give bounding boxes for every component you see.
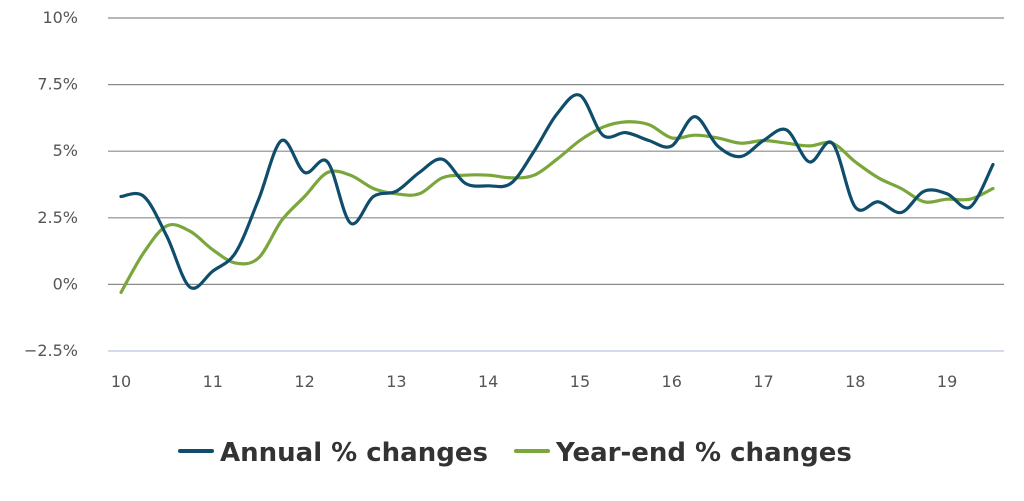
x-tick-label: 12 [294, 372, 314, 391]
y-tick-label: 10% [42, 8, 78, 27]
x-tick-label: 14 [478, 372, 498, 391]
x-tick-label: 11 [203, 372, 223, 391]
x-tick-label: 10 [111, 372, 131, 391]
series-line-year-end [119, 120, 995, 294]
y-tick-label: 0% [53, 274, 78, 293]
x-tick-label: 13 [386, 372, 406, 391]
legend-label-annual: Annual % changes [220, 438, 488, 468]
x-tick-label: 16 [662, 372, 682, 391]
x-tick-label: 15 [570, 372, 590, 391]
x-tick-label: 19 [937, 372, 957, 391]
x-axis-tick-labels: 10 11 12 13 14 15 16 17 18 19 [111, 372, 957, 391]
series-lines [119, 93, 995, 294]
x-tick-label: 17 [753, 372, 773, 391]
legend: Annual % changes Year-end % changes [178, 438, 852, 468]
x-tick-label: 18 [845, 372, 865, 391]
y-tick-label: 5% [53, 141, 78, 160]
y-tick-label: −2.5% [24, 341, 78, 360]
y-tick-label: 7.5% [37, 75, 78, 94]
y-tick-label: 2.5% [37, 208, 78, 227]
series-line-annual [119, 93, 995, 290]
legend-label-year-end: Year-end % changes [555, 438, 852, 468]
grid-lines [108, 17, 1004, 352]
y-axis-tick-labels: 10% 7.5% 5% 2.5% 0% −2.5% [24, 8, 78, 360]
